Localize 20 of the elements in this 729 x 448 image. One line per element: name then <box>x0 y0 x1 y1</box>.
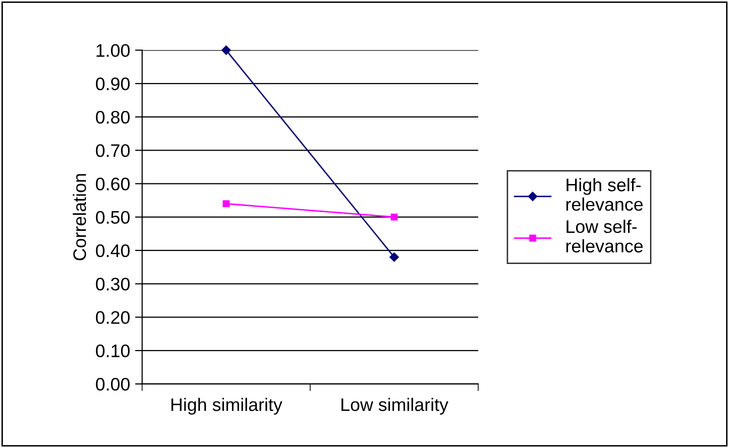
y-axis-title: Correlation <box>72 174 86 260</box>
point <box>390 252 399 262</box>
legend-label: Low self-relevance <box>566 220 643 252</box>
y-tick-label: 0.60 <box>96 178 130 190</box>
point <box>222 200 230 208</box>
y-tick-label: 0.80 <box>96 110 130 124</box>
y-tick-label: 0.70 <box>96 144 130 158</box>
y-tick-label: 0.20 <box>96 311 130 324</box>
legend-label: High self-relevance <box>566 178 643 211</box>
y-tick-label: 0.00 <box>96 378 130 391</box>
y-tick-label: 0.90 <box>96 77 130 90</box>
y-tick-label: 0.10 <box>96 344 130 358</box>
y-tick-label: 0.40 <box>96 244 130 258</box>
y-tick-label: 0.50 <box>96 210 130 224</box>
y-tick-label: 1.00 <box>96 44 130 57</box>
point <box>222 46 231 55</box>
x-tick-label: Low similarity <box>342 398 448 415</box>
x-tick-label: High similarity <box>171 398 282 415</box>
y-tick-label: 0.30 <box>96 278 130 291</box>
point <box>390 214 398 221</box>
